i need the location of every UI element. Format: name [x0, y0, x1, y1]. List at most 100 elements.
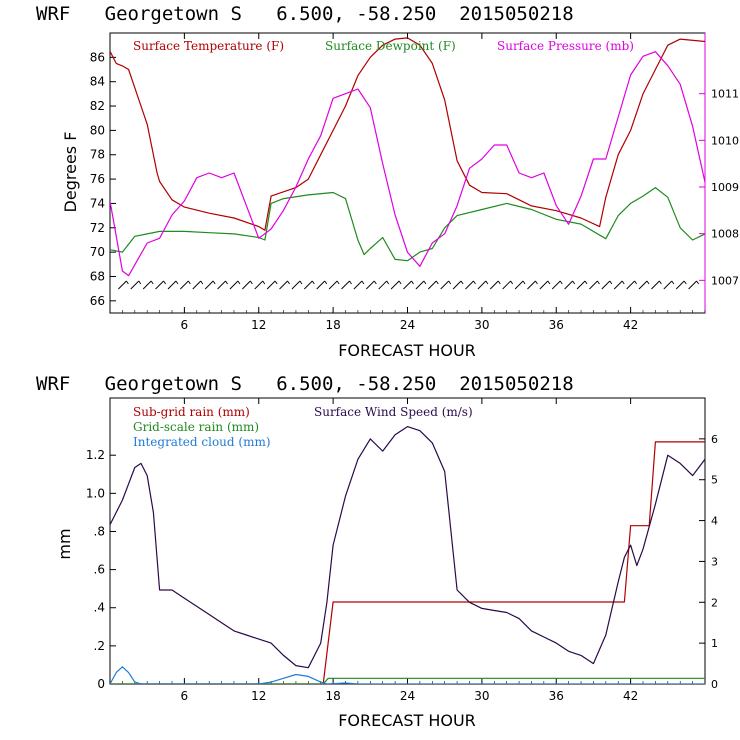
wind-barb: [551, 280, 561, 290]
wind-barb: [440, 280, 450, 290]
y-tick-label: 72: [90, 221, 105, 235]
wind-barb-flag: [646, 280, 650, 285]
wind-barb-flag: [386, 280, 390, 285]
x-tick-label: 18: [325, 318, 340, 332]
y-tick-label: .8: [94, 524, 105, 538]
wind-barb: [477, 280, 487, 290]
wind-barb: [452, 280, 462, 290]
chart-2: 6 12 18 24 30 36 420.2.4.6.81.01.20123456Sub-g…: [86, 397, 718, 703]
wind-barb-flag: [683, 280, 687, 285]
wind-barb: [378, 280, 388, 290]
legend-entry-2: Surface Dewpoint (F): [325, 39, 456, 53]
wind-barb: [403, 280, 412, 290]
y2-tick-label: 1007: [711, 274, 739, 287]
wind-barb: [502, 280, 511, 290]
x-tick-label: 42: [623, 318, 638, 332]
wind-barb-flag: [460, 280, 464, 285]
wind-barb: [167, 280, 177, 290]
wind-barb: [229, 280, 239, 290]
x-tick-label: 24: [400, 689, 415, 703]
wind-barb-flag: [150, 280, 154, 285]
wind-barb: [118, 280, 127, 290]
wind-barb: [217, 280, 226, 290]
legend-entry-4: Surface Wind Speed (m/s): [314, 405, 473, 419]
wind-barb: [204, 280, 214, 290]
wind-barb: [328, 280, 338, 290]
wind-barb-flag: [249, 280, 253, 285]
wind-barb-flag: [597, 280, 600, 285]
chart-1: 6 12 18 24 30 36 42 66 68 70 72 74 76 78 80 82 84 86 1007 1…: [90, 32, 739, 332]
y2-tick-label: 1010: [711, 134, 739, 147]
x-tick-label: 36: [549, 689, 564, 703]
wind-barb: [365, 280, 375, 290]
wind-barb-flag: [559, 280, 563, 285]
wind-barb: [142, 280, 152, 290]
wind-barb: [155, 280, 164, 290]
y2-tick-label: 0: [711, 678, 718, 691]
legend-entry-3: Integrated cloud (mm): [133, 435, 271, 449]
y-tick-label: .6: [94, 563, 105, 577]
x-tick-label: 6: [181, 689, 189, 703]
wind-barb: [601, 280, 611, 290]
wind-barb-flag: [324, 280, 328, 285]
y-tick-label: 66: [90, 294, 105, 308]
wind-barb-flag: [411, 280, 414, 285]
wind-barb: [539, 280, 549, 290]
wind-barb-flag: [547, 280, 551, 285]
wind-barb-flag: [659, 280, 662, 285]
x-tick-label: 42: [623, 689, 638, 703]
wind-barb-flag: [188, 280, 191, 285]
wind-barb: [304, 280, 313, 290]
wind-barb: [688, 280, 697, 290]
wind-barb-flag: [473, 280, 476, 285]
y2-tick-label: 1009: [711, 181, 739, 194]
wind-barb: [254, 280, 264, 290]
wind-barb: [638, 280, 648, 290]
legend-entry-2: Grid-scale rain (mm): [133, 420, 259, 434]
wind-barb: [353, 280, 363, 290]
y-tick-label: 1.2: [86, 448, 105, 462]
y-tick-label: 86: [90, 50, 105, 64]
y2-tick-label: 3: [711, 555, 718, 568]
wind-barb-flag: [609, 280, 613, 285]
wind-barb: [527, 280, 536, 290]
wind-barb: [564, 280, 573, 290]
wind-barb-flag: [361, 280, 365, 285]
series-line-1: [110, 37, 705, 231]
wind-barb-flag: [200, 280, 204, 285]
meteogram-panel-1: WRF Georgetown S 6.500, -58.250 20150502…: [36, 3, 739, 360]
meteogram-panel-2: WRF Georgetown S 6.500, -58.250 20150502…: [36, 373, 718, 730]
wind-barb: [291, 280, 301, 290]
legend-entry-1: Sub-grid rain (mm): [133, 405, 250, 419]
wind-barb-flag: [287, 280, 290, 285]
y-tick-label: .4: [94, 601, 105, 615]
y2-tick-label: 1: [711, 637, 718, 650]
wind-barb-flag: [126, 280, 129, 285]
chart-1-ylabel: Degrees F: [61, 132, 80, 213]
chart-2-ylabel: mm: [55, 528, 74, 559]
wind-barb-flag: [423, 280, 427, 285]
series-line-3: [110, 666, 705, 684]
wind-barb: [589, 280, 598, 290]
wind-barb-flag: [497, 280, 501, 285]
x-tick-label: 6: [181, 318, 189, 332]
x-tick-label: 36: [549, 318, 564, 332]
legend-entry-1: Surface Temperature (F): [133, 39, 284, 53]
wind-barb: [514, 280, 524, 290]
y2-tick-label: 4: [711, 515, 718, 528]
series-line-2: [110, 187, 705, 262]
x-tick-label: 12: [251, 318, 266, 332]
wind-barb: [341, 280, 350, 290]
y-tick-label: .2: [94, 639, 105, 653]
wind-barb-flag: [274, 280, 278, 285]
x-tick-label: 18: [325, 689, 340, 703]
wind-barb: [279, 280, 288, 290]
wind-barb-flag: [584, 280, 588, 285]
wind-barb-flag: [373, 280, 377, 285]
wind-barb-flag: [435, 280, 439, 285]
wind-barb: [316, 280, 326, 290]
wind-barb-flag: [696, 280, 699, 285]
wind-barb: [613, 280, 623, 290]
wind-barb-flag: [398, 280, 402, 285]
wind-barb-flag: [163, 280, 166, 285]
